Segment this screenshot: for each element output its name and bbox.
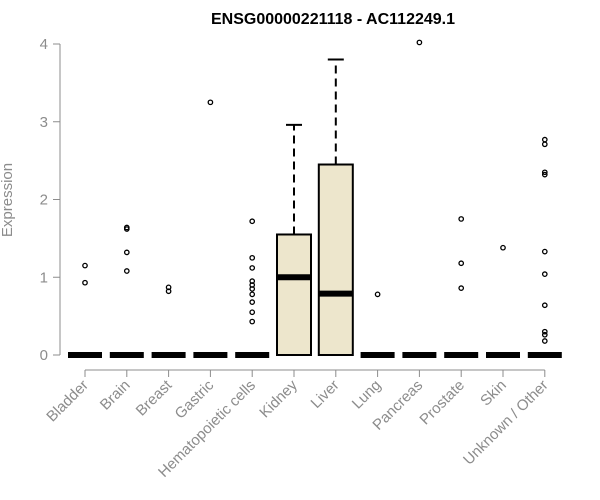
box-group [360, 291, 395, 358]
x-tick-label: Brain [97, 377, 134, 414]
y-tick-label: 1 [40, 269, 48, 286]
y-tick-label: 0 [40, 347, 48, 364]
outlier-point [500, 244, 506, 251]
y-tick-label: 4 [40, 36, 48, 53]
outlier-point [82, 279, 88, 286]
outlier-point [541, 248, 548, 255]
outlier-point [541, 141, 548, 148]
y-axis-label: Expression [0, 163, 16, 237]
box-group [68, 262, 102, 358]
outlier-point [249, 278, 256, 284]
box-group [151, 284, 186, 358]
outlier-point [249, 309, 256, 316]
outlier-point [541, 171, 548, 178]
y-axis: 0 1 2 3 4 [40, 36, 61, 364]
outlier-point [249, 265, 256, 271]
box-group [402, 39, 437, 358]
outlier-point [458, 285, 465, 291]
box-group [527, 136, 562, 358]
y-tick-label: 3 [40, 114, 48, 131]
box-group [317, 58, 354, 356]
outlier-point [541, 169, 548, 176]
x-tick-label: Bladder [43, 377, 92, 426]
x-tick-label: Breast [133, 376, 176, 419]
outlier-point [541, 331, 548, 338]
outlier-point [249, 318, 256, 325]
outlier-point [541, 338, 548, 344]
box-group [109, 224, 144, 358]
x-axis [84, 369, 546, 377]
outlier-point [458, 216, 465, 222]
outlier-point [123, 224, 130, 231]
outlier-point [123, 268, 130, 274]
box-iqr [276, 233, 312, 356]
chart-title: ENSG00000221118 - AC112249.1 [211, 11, 455, 28]
x-tick-label: Prostate [416, 377, 468, 429]
box-iqr [317, 163, 354, 356]
outlier-point [541, 302, 548, 309]
outlier-point [165, 284, 172, 291]
outlier-point [249, 291, 256, 298]
outlier-point [416, 39, 423, 46]
outlier-point [249, 254, 256, 261]
boxes [68, 39, 562, 358]
x-tick-label: Liver [308, 377, 343, 412]
outlier-point [458, 260, 465, 267]
outlier-point [123, 249, 130, 256]
outlier-point [541, 328, 548, 335]
outlier-point [541, 271, 548, 277]
outlier-point [249, 299, 256, 305]
outlier-point [207, 99, 214, 106]
box-group [276, 123, 312, 356]
outlier-point [82, 262, 88, 269]
outlier-point [541, 136, 548, 143]
box-group [193, 99, 228, 358]
box-group [486, 244, 520, 358]
x-tick-label: Lung [349, 377, 385, 413]
x-tick-label: Kidney [256, 376, 301, 421]
y-tick-label: 2 [40, 192, 48, 209]
outlier-point [249, 218, 256, 225]
outlier-point [374, 291, 381, 298]
x-tick-label: Skin [477, 377, 510, 410]
box-group [235, 218, 270, 358]
box-group [444, 216, 479, 358]
